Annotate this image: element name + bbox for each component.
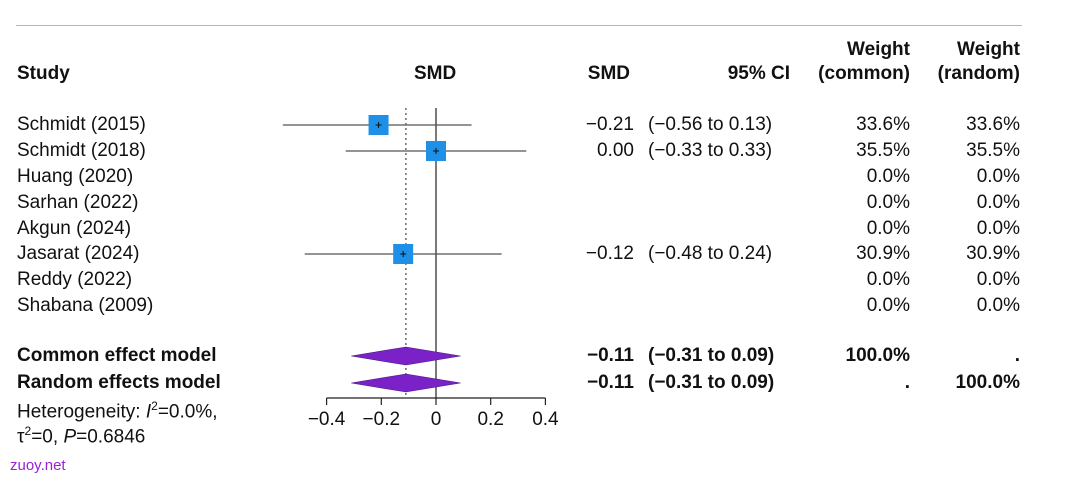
top-rule xyxy=(16,25,1022,26)
x-tick-label: 0.2 xyxy=(477,409,503,430)
random-effect-diamond xyxy=(351,373,461,393)
random-model-weight-random: 100.0% xyxy=(955,372,1020,393)
x-tick-label: −0.2 xyxy=(363,409,401,430)
study-name: Schmidt (2015) xyxy=(17,114,146,135)
tau-symbol: τ xyxy=(17,426,25,448)
header-weight-common-2: (common) xyxy=(818,63,910,84)
x-tick-label: −0.4 xyxy=(308,409,346,430)
header-ci: 95% CI xyxy=(727,63,790,84)
study-weight-common: 0.0% xyxy=(866,192,910,213)
common-model-ci: (−0.31 to 0.09) xyxy=(648,345,775,366)
x-tick-label: 0.4 xyxy=(532,409,559,430)
study-name: Jasarat (2024) xyxy=(17,243,140,264)
header-smd-plot: SMD xyxy=(414,63,457,84)
common-model-label: Common effect model xyxy=(17,345,217,366)
x-tick-label: 0 xyxy=(431,409,442,430)
header-weight-random-2: (random) xyxy=(937,63,1020,84)
study-weight-common: 0.0% xyxy=(866,269,910,290)
p-value: =0.6846 xyxy=(76,426,146,448)
study-weight-random: 30.9% xyxy=(966,243,1020,264)
common-model-weight-common: 100.0% xyxy=(845,345,910,366)
study-smd: −0.12 xyxy=(585,243,634,264)
header-study: Study xyxy=(17,63,70,84)
random-model-weight-common: . xyxy=(904,372,910,393)
watermark: zuoy.net xyxy=(10,457,66,474)
tau-value: =0, xyxy=(31,426,64,448)
heterogeneity-line-1: Heterogeneity: I2=0.0%, xyxy=(17,399,218,423)
header-weight-common-1: Weight xyxy=(847,39,910,60)
study-weight-random: 0.0% xyxy=(976,295,1020,316)
study-smd: −0.21 xyxy=(585,114,634,135)
random-model-ci: (−0.31 to 0.09) xyxy=(648,372,775,393)
study-name: Akgun (2024) xyxy=(17,218,132,239)
study-weight-common: 0.0% xyxy=(866,218,910,239)
common-model-smd: −0.11 xyxy=(586,345,634,366)
study-ci: (−0.48 to 0.24) xyxy=(648,243,773,264)
study-name: Huang (2020) xyxy=(17,166,134,187)
heterogeneity-prefix: Heterogeneity: xyxy=(17,401,146,423)
i-squared-symbol: I xyxy=(145,401,152,423)
i-squared-sup: 2 xyxy=(151,399,158,413)
study-name: Sarhan (2022) xyxy=(17,192,139,213)
study-name: Schmidt (2018) xyxy=(17,140,146,161)
study-ci: (−0.33 to 0.33) xyxy=(648,140,773,161)
random-model-label: Random effects model xyxy=(17,372,221,393)
study-name: Reddy (2022) xyxy=(17,269,133,290)
study-weight-common: 0.0% xyxy=(866,166,910,187)
tau-sup: 2 xyxy=(24,424,32,438)
study-weight-random: 0.0% xyxy=(976,269,1020,290)
study-weight-random: 33.6% xyxy=(966,114,1020,135)
heterogeneity-line-2: τ2=0, P=0.6846 xyxy=(17,424,145,448)
study-weight-common: 35.5% xyxy=(856,140,910,161)
study-weight-random: 0.0% xyxy=(976,218,1020,239)
p-symbol: P xyxy=(63,426,77,448)
common-model-weight-random: . xyxy=(1014,345,1020,366)
study-weight-common: 33.6% xyxy=(856,114,910,135)
study-smd: 0.00 xyxy=(597,140,634,161)
study-weight-random: 0.0% xyxy=(976,192,1020,213)
study-weight-common: 30.9% xyxy=(856,243,910,264)
study-weight-common: 0.0% xyxy=(866,295,910,316)
study-weight-random: 35.5% xyxy=(966,140,1020,161)
study-weight-random: 0.0% xyxy=(976,166,1020,187)
study-ci: (−0.56 to 0.13) xyxy=(648,114,773,135)
common-effect-diamond xyxy=(351,346,461,366)
i-squared-value: =0.0%, xyxy=(157,401,218,423)
header-weight-random-1: Weight xyxy=(957,39,1020,60)
header-smd: SMD xyxy=(587,63,630,84)
random-model-smd: −0.11 xyxy=(586,372,634,393)
study-name: Shabana (2009) xyxy=(17,295,154,316)
